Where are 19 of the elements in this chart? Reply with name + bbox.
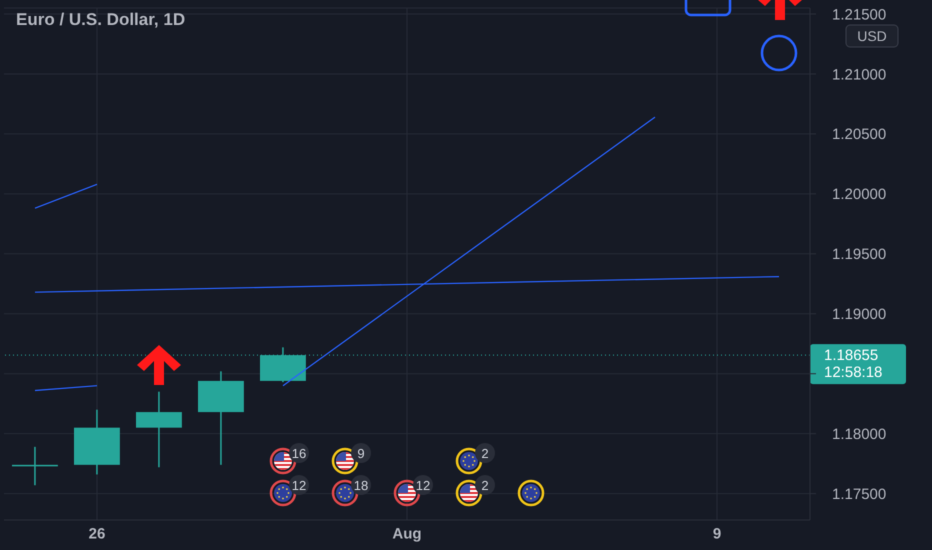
x-tick-label: 26 — [88, 526, 106, 543]
y-tick-label: 1.19000 — [832, 306, 886, 324]
ref-line-label: 1.18655 — [824, 347, 878, 364]
y-tick-label: 1.19500 — [832, 246, 886, 264]
x-tick-label: 9 — [712, 526, 722, 543]
annotation: 2 — [481, 446, 489, 461]
y-tick-label: 1.21000 — [832, 66, 886, 84]
candlestick — [12, 446, 58, 486]
y-tick-label: 1.18000 — [832, 426, 886, 443]
y-tick-label: 1.21500 — [832, 6, 886, 24]
text: 12:58:18 — [824, 364, 882, 382]
y-tick-label: 1.17500 — [832, 486, 886, 503]
y-tick-label: 1.20500 — [832, 126, 886, 144]
y-tick-label: 1.20000 — [832, 186, 886, 204]
annotation: 9 — [357, 446, 365, 461]
x-tick-label: Aug — [392, 526, 422, 543]
chart-title: Euro / U.S. Dollar, 1D — [16, 10, 186, 29]
text: USD — [857, 28, 887, 44]
annotation: 2 — [481, 478, 489, 493]
